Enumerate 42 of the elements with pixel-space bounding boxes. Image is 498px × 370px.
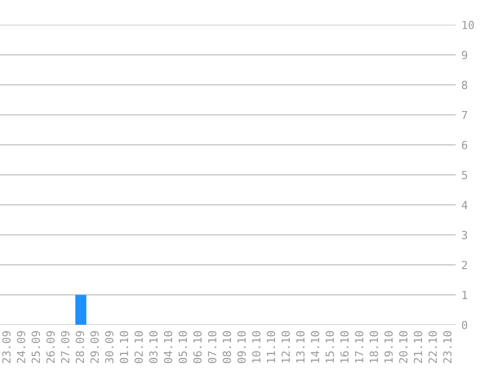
x-tick-label: 09.10 — [237, 331, 246, 364]
x-tick-label: 26.09 — [46, 331, 55, 364]
y-tick-label: 4 — [462, 200, 468, 210]
x-tick-label: 15.10 — [326, 331, 334, 363]
y-tick-label: 6 — [462, 140, 468, 150]
y-tick-label: 10 — [462, 20, 474, 30]
x-tick-label: 30.09 — [105, 331, 114, 364]
x-tick-label: 10.10 — [252, 331, 260, 363]
x-tick-label: 25.09 — [32, 331, 40, 364]
x-tick-label: 19.10 — [384, 331, 393, 363]
x-tick-label: 29.09 — [90, 331, 99, 364]
x-tick-label: 01.10 — [120, 331, 128, 364]
y-tick-label: 1 — [462, 291, 468, 300]
x-tick-label: 23.09 — [2, 331, 11, 364]
x-tick-label: 28.09 — [76, 331, 84, 364]
x-tick-label: 18.10 — [370, 331, 378, 363]
x-tick-label: 13.10 — [296, 331, 305, 363]
x-tick-label: 20.10 — [399, 331, 408, 364]
y-tick-label: 2 — [462, 260, 467, 270]
x-tick-label: 05.10 — [178, 331, 187, 364]
y-tick-label: 8 — [462, 80, 468, 90]
y-tick-label: 9 — [462, 50, 468, 60]
x-tick-label: 24.09 — [16, 331, 26, 364]
x-tick-label: 23.10 — [443, 331, 452, 364]
y-tick-label: 7 — [462, 110, 468, 120]
x-tick-label: 16.10 — [340, 331, 349, 363]
x-tick-label: 17.10 — [354, 331, 364, 363]
x-tick-label: 21.10 — [414, 331, 422, 364]
x-tick-label: 12.10 — [281, 331, 290, 363]
y-tick-label: 3 — [462, 230, 468, 240]
x-tick-label: 27.09 — [60, 331, 70, 364]
y-tick-label: 5 — [462, 170, 468, 180]
x-tick-label: 11.10 — [266, 331, 276, 363]
x-tick-label: 03.10 — [149, 331, 158, 364]
x-tick-label: 14.10 — [310, 331, 320, 363]
x-tick-label: 07.10 — [208, 331, 216, 364]
x-tick-label: 02.10 — [134, 331, 143, 364]
x-tick-label: 04.10 — [164, 331, 172, 364]
x-tick-label: 06.10 — [193, 331, 202, 364]
y-tick-label: 0 — [462, 320, 468, 330]
x-tick-label: 08.10 — [222, 331, 232, 364]
x-tick-label: 22.10 — [428, 331, 437, 364]
